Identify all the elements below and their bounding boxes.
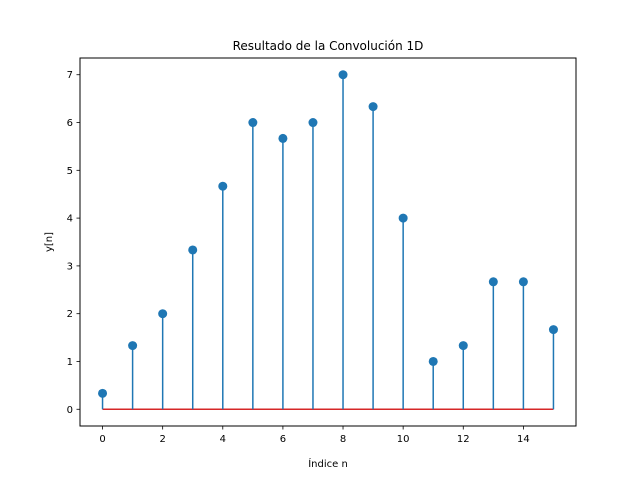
x-tick-label: 10 bbox=[397, 434, 410, 445]
x-tick-label: 4 bbox=[220, 434, 226, 445]
x-tick-label: 0 bbox=[99, 434, 105, 445]
stem-marker bbox=[458, 341, 468, 351]
x-tick-label: 12 bbox=[457, 434, 470, 445]
stem-marker bbox=[338, 70, 348, 80]
y-tick-label: 0 bbox=[67, 405, 73, 416]
stem-marker bbox=[158, 309, 168, 319]
x-axis: 0 2 4 6 8 10 12 14 bbox=[99, 426, 530, 445]
stem-marker bbox=[548, 325, 558, 335]
x-axis-label: Índice n bbox=[308, 457, 348, 470]
stem-marker bbox=[188, 245, 198, 255]
x-tick-label: 8 bbox=[340, 434, 346, 445]
stem-marker bbox=[518, 277, 528, 287]
y-tick-label: 3 bbox=[67, 261, 73, 272]
y-tick-label: 7 bbox=[67, 70, 73, 81]
stem-marker bbox=[218, 181, 228, 191]
markers-layer bbox=[98, 70, 558, 398]
x-tick-label: 6 bbox=[280, 434, 286, 445]
stem-marker bbox=[488, 277, 498, 287]
y-axis-label: y[n] bbox=[44, 232, 55, 252]
y-tick-label: 6 bbox=[67, 118, 73, 129]
x-tick-label: 2 bbox=[159, 434, 165, 445]
stem-marker bbox=[398, 213, 408, 223]
y-tick-label: 4 bbox=[67, 214, 73, 225]
y-tick-label: 5 bbox=[67, 166, 73, 177]
x-tick-label: 14 bbox=[517, 434, 530, 445]
y-axis: 0 1 2 3 4 5 6 7 bbox=[67, 70, 80, 416]
stem-marker bbox=[308, 118, 318, 128]
stems-layer bbox=[101, 74, 555, 410]
stem-marker bbox=[278, 133, 288, 143]
stem-marker bbox=[128, 341, 138, 351]
chart-title: Resultado de la Convolución 1D bbox=[233, 39, 424, 53]
y-tick-label: 1 bbox=[67, 357, 73, 368]
stem-marker bbox=[248, 118, 258, 128]
y-tick-label: 2 bbox=[67, 309, 73, 320]
plot-frame bbox=[79, 57, 577, 427]
stem-marker bbox=[368, 102, 378, 112]
stem-marker bbox=[98, 388, 108, 398]
stem-marker bbox=[428, 356, 438, 366]
